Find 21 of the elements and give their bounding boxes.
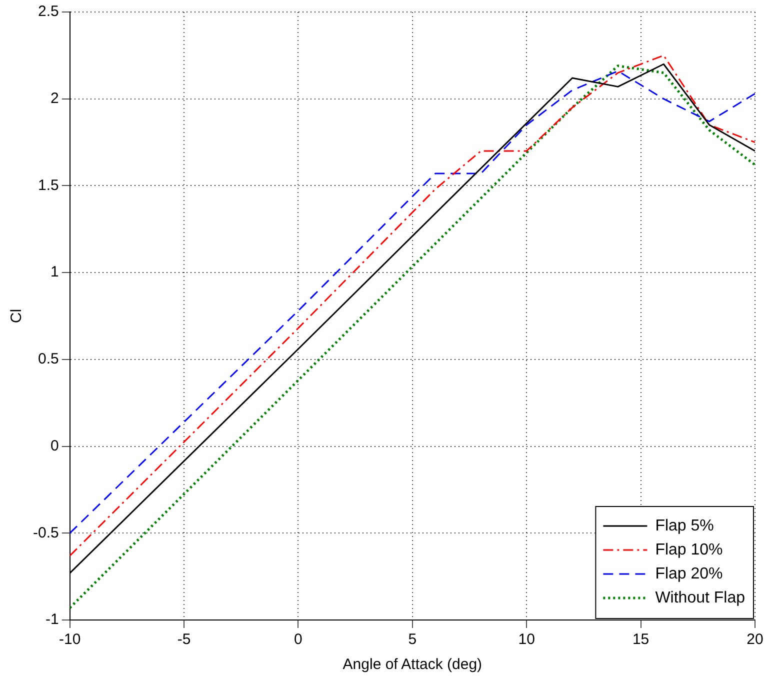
x-tick-label: 15 bbox=[632, 631, 650, 648]
y-tick-label: -0.5 bbox=[32, 524, 59, 542]
x-tick-label: -10 bbox=[59, 631, 81, 648]
y-axis-title: Cl bbox=[8, 308, 26, 324]
y-tick-label: 1.5 bbox=[38, 176, 59, 194]
y-tick-label: 0.5 bbox=[38, 350, 59, 368]
legend-label: Flap 10% bbox=[655, 541, 723, 558]
x-tick-label: 5 bbox=[408, 631, 417, 648]
y-tick-label: 1 bbox=[50, 264, 59, 281]
legend-label: Without Flap bbox=[655, 589, 746, 606]
x-tick-label: 20 bbox=[746, 631, 764, 648]
y-tick-label: 2 bbox=[50, 90, 59, 107]
y-tick-label: 0 bbox=[50, 437, 59, 454]
x-axis-title: Angle of Attack (deg) bbox=[342, 656, 482, 674]
x-tick-label: 10 bbox=[518, 631, 535, 648]
legend-label: Flap 5% bbox=[655, 517, 714, 534]
y-tick-label: 2.5 bbox=[38, 3, 59, 20]
x-tick-label: 0 bbox=[294, 631, 302, 648]
y-tick-label: -1 bbox=[46, 611, 59, 628]
legend-label: Flap 20% bbox=[655, 565, 723, 582]
x-tick-label: -5 bbox=[177, 631, 191, 648]
